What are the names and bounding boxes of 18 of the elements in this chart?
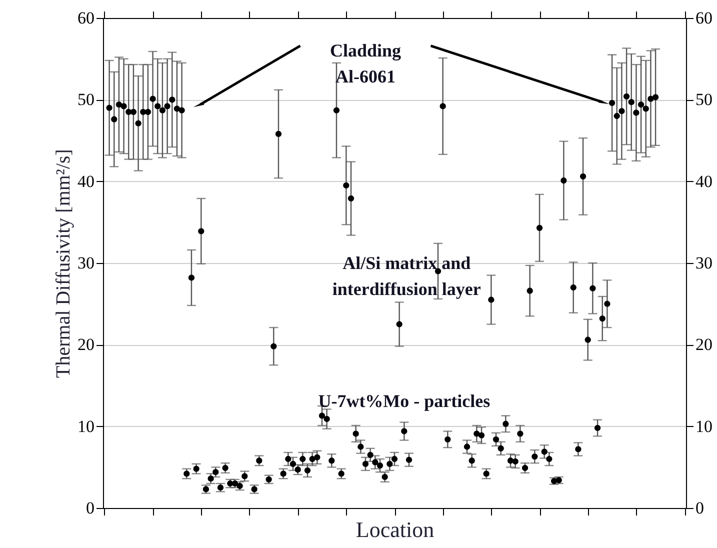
- y2-tick-label: 30: [696, 254, 712, 272]
- y2-tick-label: 20: [696, 335, 712, 354]
- annotation: U-7wt%Mo - particles: [318, 390, 490, 411]
- y-tick-label: 0: [86, 498, 94, 518]
- y-tick-label: 30: [78, 254, 94, 272]
- y-axis-title: Thermal Diffusivity [mm²/s]: [52, 149, 74, 378]
- y2-tick-label: 60: [696, 8, 712, 28]
- y2-tick-label: 40: [696, 172, 712, 191]
- y-tick-label: 20: [78, 335, 94, 354]
- y-tick-label: 50: [78, 90, 94, 110]
- y2-tick-label: 0: [696, 498, 704, 518]
- y2-tick-label: 10: [696, 416, 712, 436]
- y-tick-label: 40: [78, 172, 94, 191]
- annotation: Al/Si matrix and interdiffusion layer: [332, 252, 481, 299]
- x-axis-title: Location: [356, 517, 434, 542]
- y2-tick-label: 50: [696, 90, 712, 110]
- y-tick-label: 60: [78, 8, 94, 28]
- y-tick-label: 10: [78, 416, 94, 436]
